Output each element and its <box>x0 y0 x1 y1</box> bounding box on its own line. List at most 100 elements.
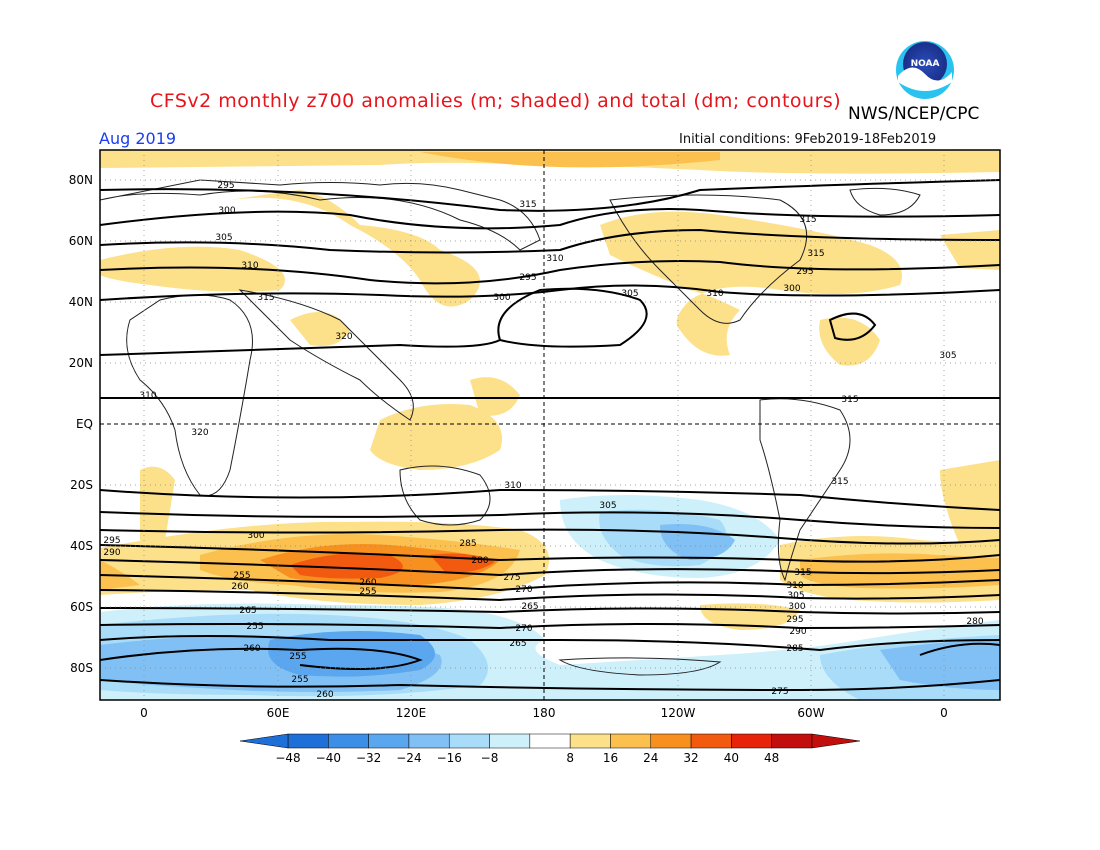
colorbar-label: −40 <box>316 751 341 765</box>
colorbar-label: 40 <box>724 751 739 765</box>
initial-conditions: Initial conditions: 9Feb2019-18Feb2019 <box>679 132 937 147</box>
contour-label: 320 <box>335 332 352 342</box>
colorbar-swatch <box>771 733 813 749</box>
lat-label: 60N <box>69 234 93 248</box>
contour-label: 310 <box>241 261 258 271</box>
contour-label: 260 <box>359 578 376 588</box>
contour-label: 310 <box>546 254 563 264</box>
contour-label: 295 <box>796 267 813 277</box>
contour-label: 255 <box>233 571 250 581</box>
colorbar-swatch <box>650 733 692 749</box>
colorbar-label: 8 <box>566 751 574 765</box>
colorbar-swatch <box>328 733 369 749</box>
colorbar-label: 24 <box>643 751 658 765</box>
contour-label: 315 <box>807 249 824 259</box>
lon-label: 180 <box>533 706 556 720</box>
colorbar-swatch <box>690 733 732 749</box>
contour-label: 300 <box>247 531 264 541</box>
contour-label: 310 <box>706 289 723 299</box>
latitude-labels: 80N 60N 40N 20N EQ 20S 40S 60S 80S <box>69 173 93 675</box>
contour-label: 315 <box>831 477 848 487</box>
map-frame <box>99 149 1001 701</box>
contour-label: 280 <box>966 617 983 627</box>
colorbar-swatch <box>529 733 571 749</box>
contour-label: 320 <box>191 428 208 438</box>
lon-label: 0 <box>940 706 948 720</box>
contour-label: 310 <box>504 481 521 491</box>
graticule <box>100 150 1000 700</box>
contour-label: 260 <box>231 582 248 592</box>
contour-label: 315 <box>519 200 536 210</box>
contour-label: 255 <box>291 675 308 685</box>
colorbar-label: −32 <box>356 751 381 765</box>
colorbar-swatch <box>368 733 410 749</box>
agency-label: NWS/NCEP/CPC <box>848 104 980 124</box>
lat-label: 80N <box>69 173 93 187</box>
colorbar-label: −8 <box>481 751 499 765</box>
lon-label: 0 <box>140 706 148 720</box>
contour-label: 315 <box>841 395 858 405</box>
colorbar: −48 −40 −32 −24 −16 −8 8 16 24 32 40 48 <box>239 733 861 765</box>
colorbar-label: −48 <box>275 751 300 765</box>
contour-label: 265 <box>239 606 256 616</box>
contour-label: 305 <box>215 233 232 243</box>
contour-label: 300 <box>493 293 510 303</box>
colorbar-label: 48 <box>764 751 779 765</box>
colorbar-swatch <box>489 733 531 749</box>
colorbar-swatch <box>287 733 329 749</box>
contour-label: 265 <box>521 602 538 612</box>
lon-label: 60E <box>267 706 290 720</box>
colorbar-label: 16 <box>603 751 618 765</box>
height-contours <box>100 179 1000 692</box>
colorbar-swatch <box>408 733 450 749</box>
contour-label: 275 <box>771 687 788 697</box>
lat-label: 60S <box>70 600 93 614</box>
contour-label: 300 <box>788 602 805 612</box>
lon-label: 120W <box>661 706 696 720</box>
colorbar-label: −24 <box>396 751 421 765</box>
contour-label: 305 <box>599 501 616 511</box>
lat-label: 80S <box>70 661 93 675</box>
colorbar-left-arrow <box>239 733 289 749</box>
contour-label: 305 <box>787 591 804 601</box>
colorbar-label: 32 <box>683 751 698 765</box>
colorbar-swatch <box>610 733 652 749</box>
lat-label: EQ <box>76 417 93 431</box>
colorbar-swatch <box>448 733 490 749</box>
contour-label: 290 <box>103 548 120 558</box>
noaa-logo-text: NOAA <box>911 59 940 69</box>
contour-label: 285 <box>459 539 476 549</box>
positive-anomalies <box>100 150 1000 630</box>
contour-label: 275 <box>503 573 520 583</box>
contour-label: 300 <box>783 284 800 294</box>
contour-label: 305 <box>939 351 956 361</box>
contour-label: 295 <box>217 181 234 191</box>
contour-label: 270 <box>515 624 532 634</box>
contour-label: 300 <box>218 206 235 216</box>
colorbar-swatch <box>569 733 611 749</box>
chart-title: CFSv2 monthly z700 anomalies (m; shaded)… <box>150 90 842 112</box>
lon-label: 120E <box>396 706 427 720</box>
contour-label: 315 <box>257 293 274 303</box>
colorbar-right-arrow <box>811 733 861 749</box>
contour-label: 265 <box>509 639 526 649</box>
contour-label: 270 <box>515 585 532 595</box>
contour-label: 280 <box>471 556 488 566</box>
colorbar-swatch <box>731 733 772 749</box>
contour-label: 290 <box>789 627 806 637</box>
lat-label: 20N <box>69 356 93 370</box>
contour-label: 260 <box>316 690 333 700</box>
contour-label: 295 <box>103 536 120 546</box>
noaa-logo: NOAA <box>896 41 954 99</box>
contour-label: 315 <box>799 215 816 225</box>
lat-label: 40N <box>69 295 93 309</box>
contour-label: 285 <box>786 644 803 654</box>
contour-label: 310 <box>786 581 803 591</box>
longitude-labels: 0 60E 120E 180 120W 60W 0 <box>140 706 948 720</box>
lat-label: 40S <box>70 539 93 553</box>
reference-lines <box>100 150 1000 700</box>
forecast-month: Aug 2019 <box>99 129 177 148</box>
